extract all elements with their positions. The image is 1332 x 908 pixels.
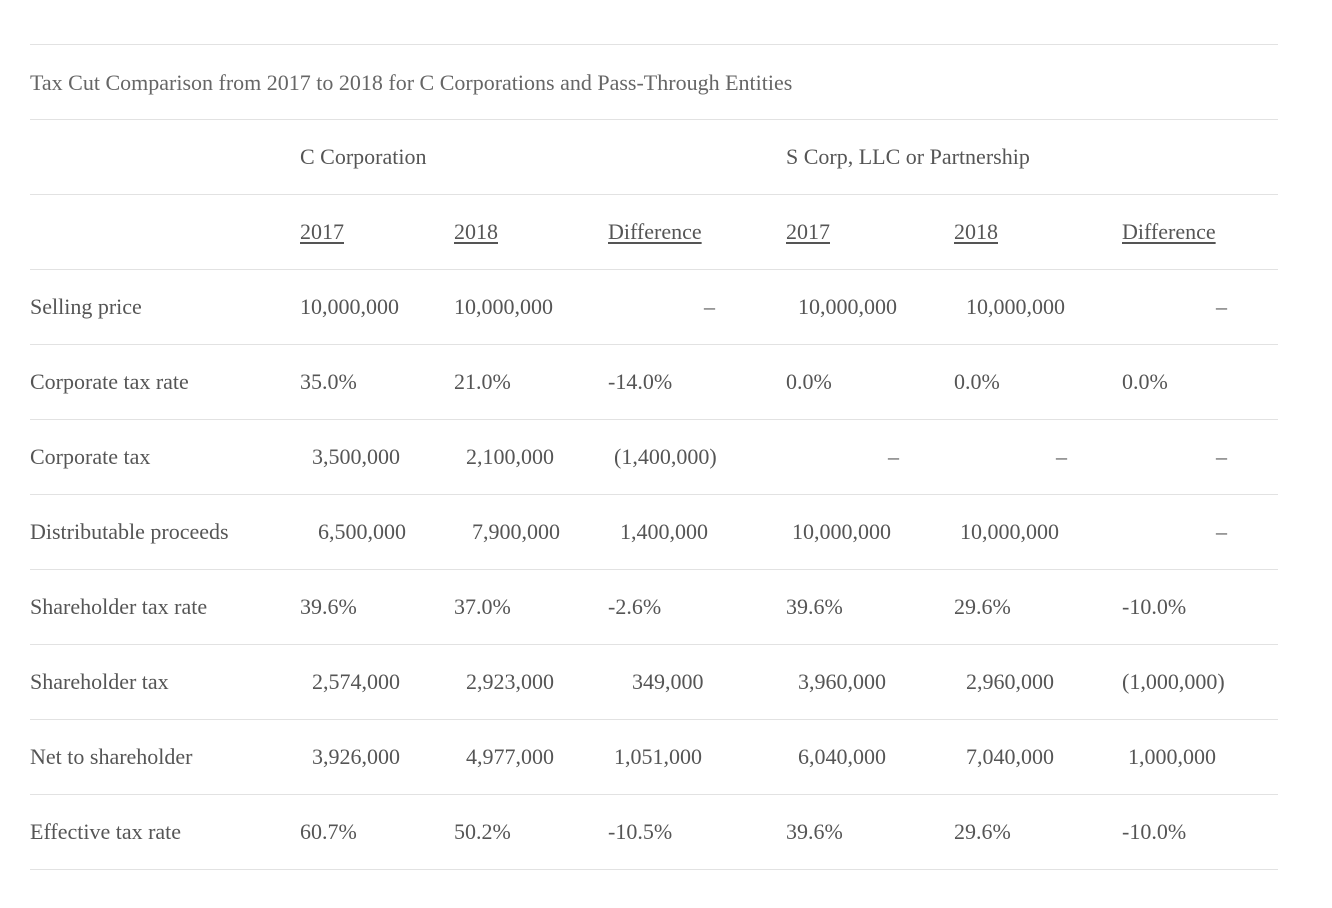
table-cell: 39.6% [786, 594, 843, 619]
table-row: Corporate tax 3,500,000 2,100,000 (1,400… [30, 420, 1278, 495]
table-cell: 0.0% [786, 369, 832, 394]
table-cell: 0.0% [954, 369, 1000, 394]
row-label: Shareholder tax [30, 669, 169, 694]
table-cell: -10.0% [1122, 594, 1187, 619]
table-cell: 7,900,000 [472, 519, 560, 544]
row-label: Net to shareholder [30, 744, 193, 769]
row-label: Corporate tax [30, 444, 151, 469]
table-cell: 60.7% [300, 819, 357, 844]
table-cell: 7,040,000 [966, 744, 1054, 769]
table-cell: – [1056, 444, 1067, 469]
table-cell: 6,500,000 [318, 519, 406, 544]
table-cell: 10,000,000 [792, 519, 891, 544]
table-cell: – [704, 294, 715, 319]
table-cell: 4,977,000 [466, 744, 554, 769]
table-cell: 10,000,000 [960, 519, 1059, 544]
table-cell: – [888, 444, 899, 469]
caption-rule [30, 119, 1278, 120]
column-header: 2018 [454, 219, 498, 244]
table-cell: -10.5% [608, 819, 673, 844]
table-cell: 35.0% [300, 369, 357, 394]
table-cell: 3,500,000 [312, 444, 400, 469]
column-header: Difference [1122, 219, 1216, 244]
column-header-row: 2017 2018 Difference 2017 2018 Differenc… [30, 195, 1278, 270]
column-header: 2018 [954, 219, 998, 244]
table-cell: 1,051,000 [614, 744, 702, 769]
table-cell: 10,000,000 [798, 294, 897, 319]
table-cell: – [1216, 519, 1227, 544]
row-label: Corporate tax rate [30, 369, 189, 394]
table-cell: 10,000,000 [454, 294, 553, 319]
tax-comparison-table: Tax Cut Comparison from 2017 to 2018 for… [30, 44, 1278, 870]
table-cell: 10,000,000 [966, 294, 1065, 319]
row-label: Distributable proceeds [30, 519, 229, 544]
table-cell: 37.0% [454, 594, 511, 619]
group-header-row: C Corporation S Corp, LLC or Partnership [30, 120, 1278, 195]
table-cell: -10.0% [1122, 819, 1187, 844]
column-header: Difference [608, 219, 702, 244]
table-row: Effective tax rate 60.7% 50.2% -10.5% 39… [30, 795, 1278, 870]
table-cell: 0.0% [1122, 369, 1168, 394]
table-cell: 50.2% [454, 819, 511, 844]
table-cell: 6,040,000 [798, 744, 886, 769]
table-row: Shareholder tax 2,574,000 2,923,000 349,… [30, 645, 1278, 720]
table-row: Distributable proceeds 6,500,000 7,900,0… [30, 495, 1278, 570]
table-cell: 39.6% [300, 594, 357, 619]
table-cell: 29.6% [954, 819, 1011, 844]
table-cell: (1,000,000) [1122, 669, 1225, 694]
table-cell: – [1216, 294, 1227, 319]
table-cell: 3,960,000 [798, 669, 886, 694]
table-cell: 21.0% [454, 369, 511, 394]
table-cell: 3,926,000 [312, 744, 400, 769]
table-cell: 1,400,000 [620, 519, 708, 544]
top-rule [30, 44, 1278, 45]
table-row: Net to shareholder 3,926,000 4,977,000 1… [30, 720, 1278, 795]
group-pass-through: S Corp, LLC or Partnership [786, 144, 1030, 169]
table-cell: 1,000,000 [1128, 744, 1216, 769]
table-cell: 2,100,000 [466, 444, 554, 469]
column-header: 2017 [786, 219, 830, 244]
table-cell: 2,923,000 [466, 669, 554, 694]
table-cell: 349,000 [632, 669, 704, 694]
table-title: Tax Cut Comparison from 2017 to 2018 for… [30, 70, 793, 95]
row-label: Shareholder tax rate [30, 594, 208, 619]
table-cell: – [1216, 444, 1227, 469]
table-row: Selling price 10,000,000 10,000,000 – 10… [30, 270, 1278, 345]
table-cell: -2.6% [608, 594, 662, 619]
table-cell: -14.0% [608, 369, 673, 394]
table-cell: 2,574,000 [312, 669, 400, 694]
table-row: Corporate tax rate 35.0% 21.0% -14.0% 0.… [30, 345, 1278, 420]
table-cell: 10,000,000 [300, 294, 399, 319]
row-label: Effective tax rate [30, 819, 182, 844]
table-row: Shareholder tax rate 39.6% 37.0% -2.6% 3… [30, 570, 1278, 645]
column-header: 2017 [300, 219, 344, 244]
row-label: Selling price [30, 294, 142, 319]
table-cell: 29.6% [954, 594, 1011, 619]
table-cell: 2,960,000 [966, 669, 1054, 694]
table-cell: 39.6% [786, 819, 843, 844]
table-cell: (1,400,000) [614, 444, 717, 469]
group-c-corporation: C Corporation [300, 144, 427, 169]
